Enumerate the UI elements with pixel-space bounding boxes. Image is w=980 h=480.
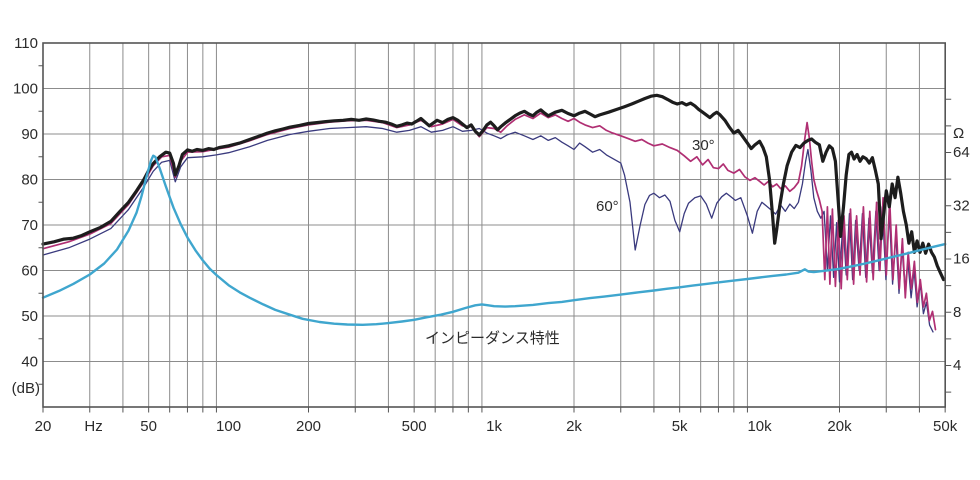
right-axis-tick-label: 4 — [953, 357, 961, 374]
curve-on-axis — [41, 93, 946, 282]
plot-frame — [42, 42, 947, 408]
left-axis-tick-label: 50 — [21, 308, 38, 325]
label-impedance: インピーダンス特性 — [425, 330, 560, 347]
right-axis-tick-label: 16 — [953, 251, 970, 268]
x-axis-tick-label: 2k — [566, 418, 582, 435]
x-axis-tick-label: 1k — [486, 418, 502, 435]
right-axis-tick-label: 64 — [953, 144, 970, 161]
label-30deg: 30° — [692, 137, 715, 154]
label-60deg: 60° — [596, 198, 619, 215]
right-axis-tick-label: 8 — [953, 304, 961, 321]
x-axis-tick-label: 200 — [296, 418, 321, 435]
right-axis-tick-label: 32 — [953, 197, 970, 214]
left-axis-tick-label: 80 — [21, 172, 38, 189]
left-axis-tick-label: 40 — [21, 354, 38, 371]
x-axis-tick-label: 20k — [827, 418, 852, 435]
x-axis-tick-label: Hz — [84, 418, 102, 435]
curve-deg60 — [42, 126, 934, 333]
x-axis-tick-label: 50 — [140, 418, 157, 435]
x-axis-tick-label: 10k — [747, 418, 772, 435]
left-axis-unit-label: (dB) — [12, 380, 40, 397]
x-axis-tick-label: 5k — [672, 418, 688, 435]
left-axis-tick-label: 110 — [14, 35, 38, 52]
left-axis-tick-label: 90 — [21, 126, 38, 143]
left-axis-tick-label: 100 — [13, 81, 38, 98]
x-axis-tick-label: 100 — [216, 418, 241, 435]
x-axis-tick-label: 50k — [933, 418, 958, 435]
x-axis-tick-label: 500 — [402, 418, 427, 435]
x-axis-tick-label: 20 — [35, 418, 52, 435]
curve-impedance — [41, 154, 947, 326]
left-axis-tick-label: 60 — [21, 263, 38, 280]
left-axis-tick-label: 70 — [21, 217, 38, 234]
right-axis-unit-label: Ω — [953, 125, 964, 142]
